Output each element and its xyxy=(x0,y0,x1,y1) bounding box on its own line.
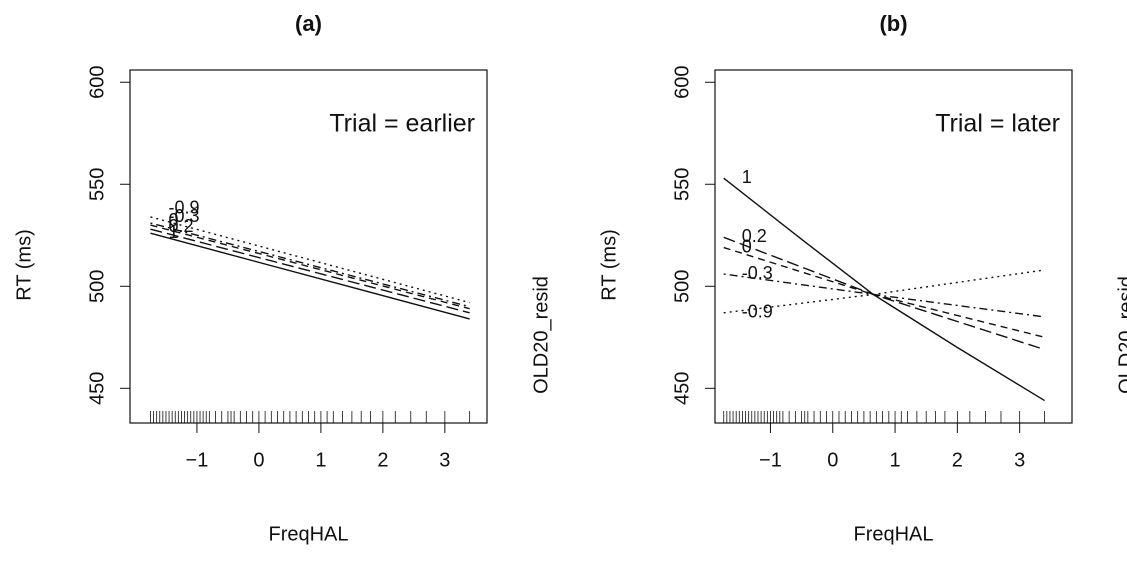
x-tick-label: 3 xyxy=(1014,449,1025,471)
x-tick-label: 3 xyxy=(439,449,450,471)
series-line xyxy=(723,246,1045,338)
series-label: 1 xyxy=(742,167,752,187)
plot-frame xyxy=(714,69,1073,424)
x-axis-label: FreqHAL xyxy=(268,523,348,545)
series-line xyxy=(150,216,470,304)
series-line xyxy=(150,232,470,320)
x-tick-label: 2 xyxy=(952,449,963,471)
series-label: -0.3 xyxy=(742,263,773,283)
y-tick-label: 600 xyxy=(86,66,108,99)
x-tick-label: 1 xyxy=(315,449,326,471)
annotation: Trial = earlier xyxy=(329,110,475,138)
chart-title: (b) xyxy=(879,11,907,36)
y-tick-label: 450 xyxy=(86,372,108,405)
series-line xyxy=(723,236,1045,351)
series-label: 0.2 xyxy=(742,226,767,246)
x-tick-label: 0 xyxy=(253,449,264,471)
y-tick-label: 550 xyxy=(671,168,693,201)
y-tick-label: 600 xyxy=(671,66,693,99)
series-line xyxy=(150,222,470,308)
y2-axis-label: OLD20_resid xyxy=(530,276,552,394)
series-label: 1 xyxy=(168,222,178,242)
y2-axis-label: OLD20_resid xyxy=(1115,276,1127,394)
series-label: -0.9 xyxy=(168,198,199,218)
x-tick-label: 2 xyxy=(377,449,388,471)
series-line xyxy=(723,177,1045,402)
series-label: -0.3 xyxy=(168,206,199,226)
y-axis-label: RT (ms) xyxy=(13,229,35,300)
x-axis-label: FreqHAL xyxy=(853,523,933,545)
series-label: -0.9 xyxy=(742,302,773,322)
series-line xyxy=(150,224,470,310)
y-tick-label: 500 xyxy=(86,270,108,303)
x-tick-label: −1 xyxy=(759,449,782,471)
annotation: Trial = later xyxy=(935,110,1060,138)
series-line xyxy=(150,228,470,314)
chart-title: (a) xyxy=(295,11,322,36)
x-tick-label: −1 xyxy=(186,449,209,471)
x-tick-label: 0 xyxy=(827,449,838,471)
series-line xyxy=(723,269,1045,314)
series-label: 0 xyxy=(168,210,178,230)
y-tick-label: 500 xyxy=(671,270,693,303)
x-tick-label: 1 xyxy=(889,449,900,471)
y-tick-label: 550 xyxy=(86,168,108,201)
series-label: 0 xyxy=(742,236,752,256)
y-axis-label: RT (ms) xyxy=(598,229,620,300)
y-tick-label: 450 xyxy=(671,372,693,405)
